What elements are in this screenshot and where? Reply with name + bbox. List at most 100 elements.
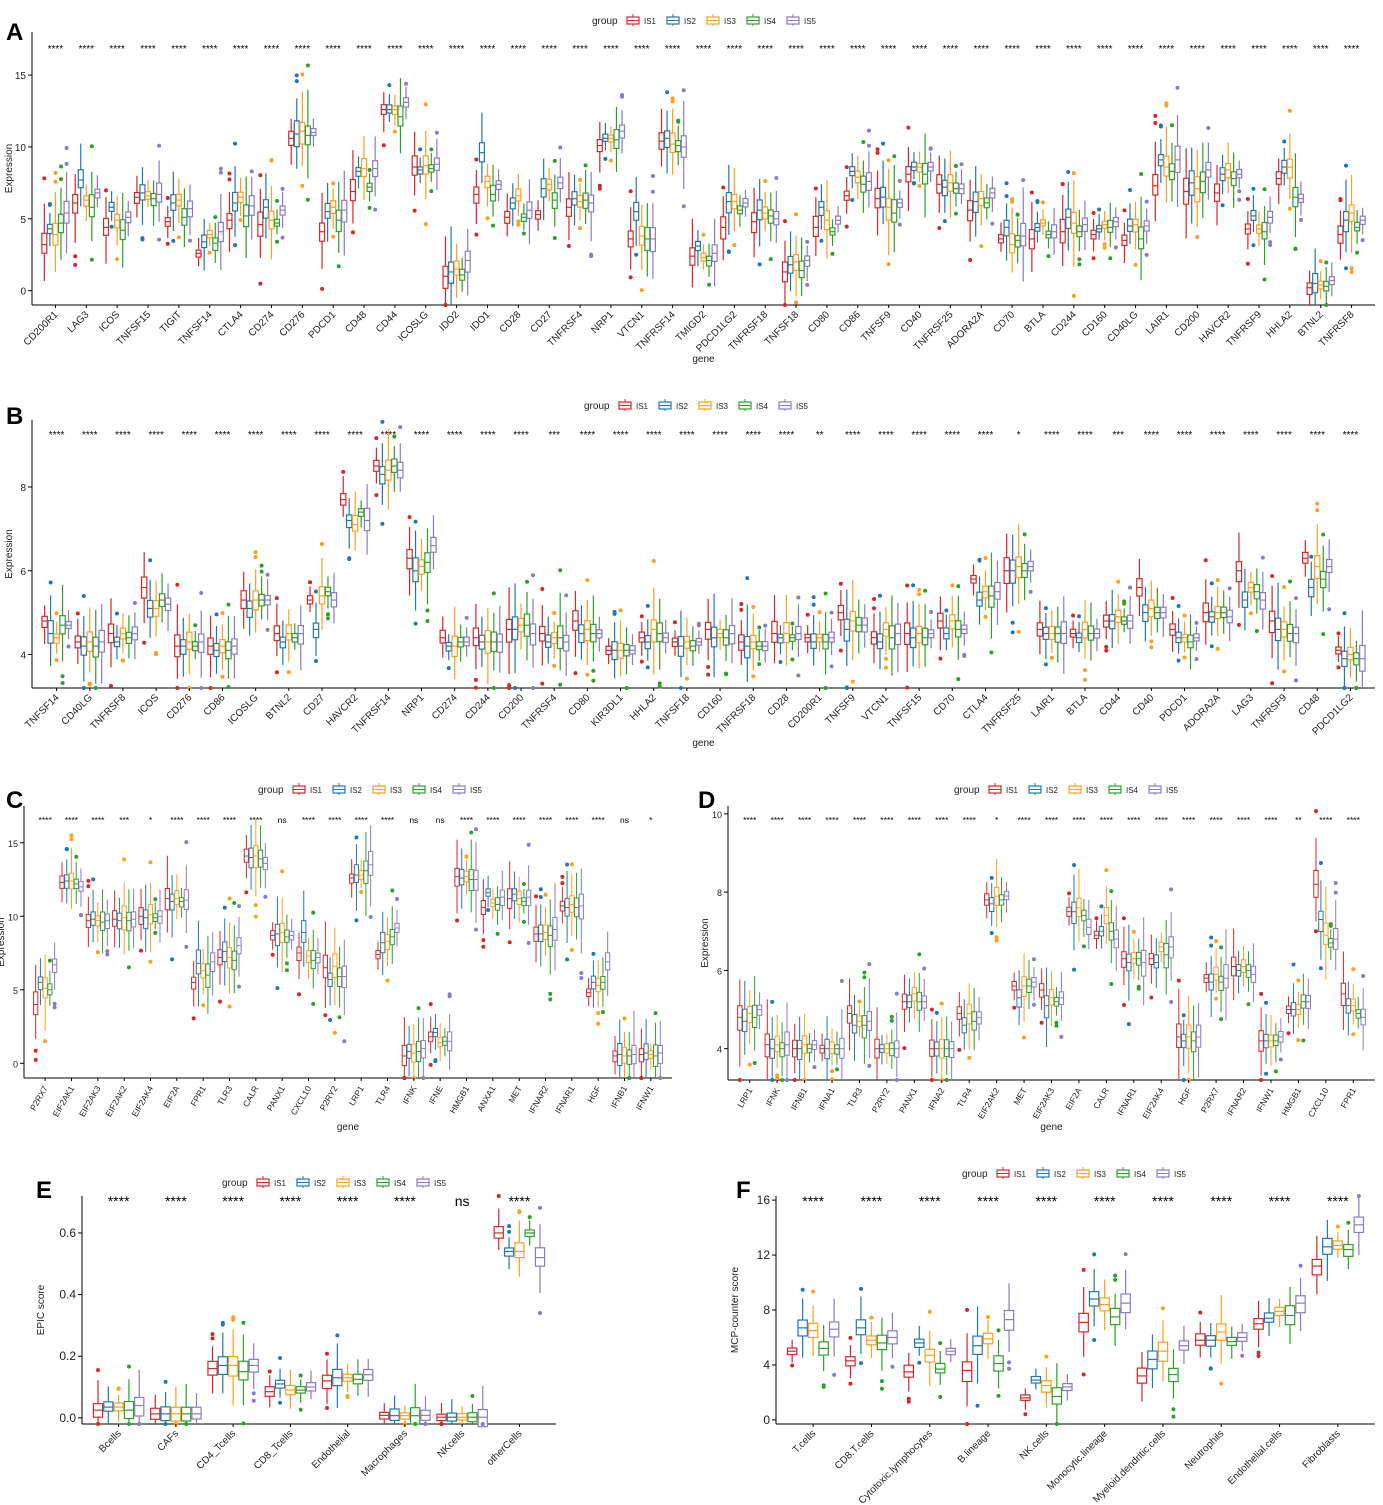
box-iqr <box>605 952 611 971</box>
box-group-endothelial: **** Endothelial <box>310 1193 374 1471</box>
box-iqr <box>1054 626 1062 643</box>
box-outlier <box>983 614 988 619</box>
box-outlier <box>1349 269 1354 274</box>
box-outlier <box>1169 887 1174 892</box>
significance-label: **** <box>513 430 529 441</box>
box-outlier <box>140 236 145 241</box>
box-outlier <box>298 1373 303 1378</box>
box-outlier <box>906 125 911 130</box>
box-outlier <box>569 862 574 867</box>
box-outlier <box>1004 194 1009 199</box>
box-group-lag3: **** LAG3 <box>1230 430 1267 718</box>
box-iqr <box>1108 614 1116 630</box>
box-outlier <box>879 1386 884 1391</box>
box-outlier <box>335 1333 340 1338</box>
box-iqr <box>315 952 321 964</box>
significance-label: **** <box>314 430 330 441</box>
legend-title: group <box>962 1169 988 1180</box>
box-outlier <box>1060 181 1065 186</box>
box-iqr <box>77 169 84 189</box>
significance-label: **** <box>1159 44 1175 55</box>
box-outlier <box>341 469 346 474</box>
box-outlier <box>126 1422 131 1426</box>
box-outlier <box>1194 620 1199 625</box>
box-outlier <box>319 541 324 546</box>
box-iqr <box>397 105 404 127</box>
significance-label: **** <box>223 815 237 825</box>
box-outlier <box>184 944 189 949</box>
x-tick-label: VTCN1 <box>860 692 891 723</box>
box-iqr <box>496 633 504 653</box>
box-outlier <box>153 897 158 902</box>
box-outlier <box>1259 1078 1264 1082</box>
box-group-ifnw1: * IFNW1 <box>634 815 663 1112</box>
box-outlier <box>367 167 372 172</box>
box-group-pdcd1lg2: ****PDCD1LG2 <box>1310 430 1366 737</box>
significance-label: ns <box>620 815 629 825</box>
box-iqr <box>1132 218 1139 233</box>
box-outlier <box>275 239 280 244</box>
box-outlier <box>1351 1032 1356 1037</box>
box-group-ifnw1: **** IFNW1 <box>1254 815 1284 1114</box>
box-iqr <box>191 976 197 990</box>
box-outlier <box>1245 196 1250 201</box>
box-group-cafs: **** CAFs <box>150 1193 202 1454</box>
legend-title: group <box>954 785 980 796</box>
legend-key-is5: IS5 <box>452 783 483 795</box>
box-outlier <box>105 949 110 954</box>
box-outlier <box>516 219 521 224</box>
box-iqr <box>332 953 338 978</box>
box-iqr <box>1342 210 1350 233</box>
box-iqr <box>180 639 187 655</box>
legend: group IS1 IS2 IS3 IS4 IS5 <box>954 783 1179 796</box>
box-outlier <box>558 682 563 687</box>
box-iqr <box>941 179 948 197</box>
box-outlier <box>284 968 289 973</box>
box-iqr <box>846 1005 853 1024</box>
box-outlier <box>959 162 964 167</box>
significance-label: **** <box>1210 430 1226 441</box>
box-outlier <box>1214 939 1219 944</box>
legend-label: IS2 <box>676 402 689 411</box>
box-outlier <box>184 1422 189 1426</box>
box-iqr <box>349 179 356 202</box>
legend-key-is3: IS3 <box>336 1176 367 1188</box>
x-tick-label: EIF2A <box>1063 1086 1084 1112</box>
legend-key-is2: IS2 <box>1028 783 1059 795</box>
panel-letter: E <box>36 1177 52 1204</box>
significance-label: **** <box>603 44 619 55</box>
box-iqr <box>643 1043 649 1061</box>
box-outlier <box>1016 629 1021 634</box>
box-iqr <box>104 913 110 929</box>
box-outlier <box>1296 978 1301 983</box>
significance-label: **** <box>480 430 496 441</box>
x-tick-label: CD8.T.cells <box>833 1428 877 1472</box>
box-group-tlr4: **** TLR4 <box>373 815 400 1107</box>
box-iqr <box>516 890 522 905</box>
significance-label: **** <box>249 815 263 825</box>
box-outlier <box>530 573 535 578</box>
significance-label: **** <box>264 44 280 55</box>
box-outlier <box>48 580 53 585</box>
box-outlier <box>213 215 218 220</box>
box-group-lag3: **** LAG3 <box>66 44 101 335</box>
significance-label: ** <box>816 430 824 441</box>
box-outlier <box>1043 662 1048 667</box>
box-outlier <box>60 674 65 679</box>
box-group-havcr2: ****HAVCR2 <box>1197 44 1243 345</box>
significance-label: **** <box>798 815 812 825</box>
box-iqr <box>742 1008 748 1033</box>
box-group-hgf: **** HGF <box>1176 815 1202 1107</box>
x-tick-label: CD244 <box>1049 309 1079 339</box>
box-outlier <box>639 614 644 619</box>
box-outlier <box>1286 1031 1291 1036</box>
box-outlier <box>1022 1035 1027 1040</box>
box-outlier <box>1346 1220 1351 1225</box>
box-outlier <box>278 1356 283 1361</box>
box-outlier <box>175 582 180 587</box>
box-outlier <box>1361 973 1366 978</box>
box-outlier <box>1104 868 1109 873</box>
box-outlier <box>425 608 430 613</box>
box-iqr <box>1041 1380 1052 1393</box>
box-outlier <box>1128 585 1133 590</box>
